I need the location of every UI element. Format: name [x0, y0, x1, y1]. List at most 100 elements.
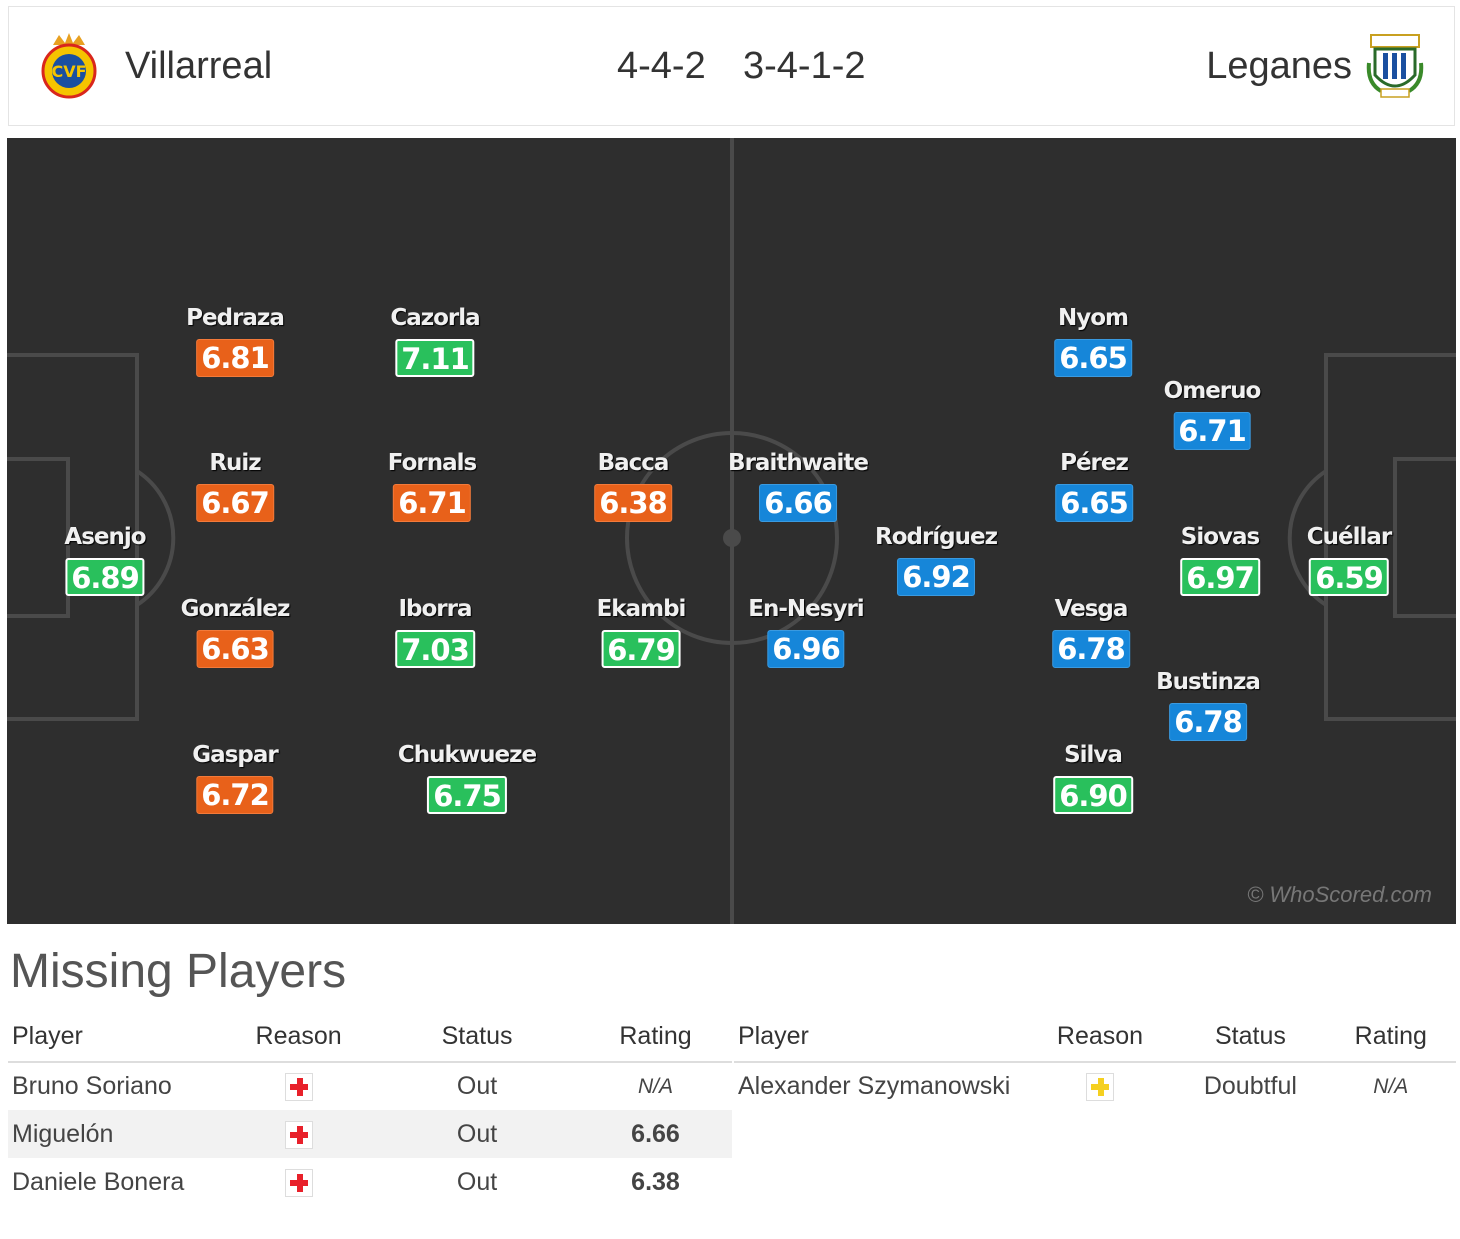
missing-player-name[interactable]: Alexander Szymanowski [738, 1072, 1011, 1100]
player-name: Gaspar [192, 742, 278, 768]
table-row: Miguelón Out 6.66 [8, 1110, 732, 1158]
player-rating: 6.65 [1054, 339, 1132, 377]
missing-players-title: Missing Players [10, 945, 347, 998]
home-team-name[interactable]: Villarreal [125, 45, 273, 87]
col-player[interactable]: Player [8, 1012, 223, 1063]
player-name: Ruiz [209, 450, 261, 476]
player-rating: 6.63 [196, 630, 274, 668]
player-name: Silva [1064, 742, 1123, 768]
player-name: Bacca [597, 450, 670, 476]
player-bustinza[interactable]: Bustinza 6.78 [1156, 669, 1261, 741]
player-rating: 6.92 [897, 558, 975, 596]
player-iborra[interactable]: Iborra 7.03 [395, 596, 475, 668]
player-name: Chukwueze [397, 742, 537, 768]
player-rating: 6.71 [1173, 412, 1251, 450]
player-rating: 6.59 [1309, 558, 1389, 596]
missing-player-name[interactable]: Daniele Bonera [12, 1167, 185, 1196]
player-name: Cuéllar [1306, 524, 1392, 550]
col-rating[interactable]: Rating [1325, 1012, 1456, 1063]
injury-cross-icon[interactable] [284, 1168, 313, 1197]
player-rodriguez[interactable]: Rodríguez 6.92 [874, 524, 998, 596]
villarreal-crest-icon[interactable]: CVF [39, 33, 99, 99]
home-missing-table: Player Reason Status Rating Bruno Sorian… [8, 1012, 732, 1206]
player-chukwueze[interactable]: Chukwueze 6.75 [397, 742, 537, 814]
watermark: © WhoScored.com [1247, 882, 1432, 907]
missing-status: Out [456, 1072, 498, 1100]
player-name: Pedraza [186, 305, 285, 331]
away-team-name[interactable]: Leganes [1206, 45, 1352, 87]
player-silva[interactable]: Silva 6.90 [1053, 742, 1133, 814]
player-name: Siovas [1180, 524, 1260, 550]
player-rating: 6.90 [1053, 776, 1133, 814]
player-rating: 6.79 [601, 630, 681, 668]
player-rating: 6.75 [427, 776, 507, 814]
player-gaspar[interactable]: Gaspar 6.72 [192, 742, 279, 814]
col-reason[interactable]: Reason [1024, 1012, 1176, 1063]
player-pedraza[interactable]: Pedraza 6.81 [186, 305, 285, 377]
player-name: Fornals [387, 450, 477, 476]
player-siovas[interactable]: Siovas 6.97 [1180, 524, 1260, 596]
missing-status: Doubtful [1203, 1072, 1297, 1100]
player-name: Rodríguez [874, 524, 998, 550]
missing-status: Out [375, 1110, 580, 1158]
player-rating: 7.03 [395, 630, 475, 668]
table-row: Alexander Szymanowski Doubtful N/A [734, 1062, 1456, 1110]
col-status[interactable]: Status [375, 1012, 580, 1063]
missing-player-name[interactable]: Bruno Soriano [12, 1072, 172, 1100]
leganes-crest-icon[interactable] [1365, 33, 1425, 99]
player-cuellar[interactable]: Cuéllar 6.59 [1306, 524, 1392, 596]
player-name: Asenjo [64, 524, 146, 550]
player-rating: 6.96 [767, 630, 845, 668]
player-vesga[interactable]: Vesga 6.78 [1052, 596, 1130, 668]
player-name: González [180, 596, 291, 622]
table-row: Bruno Soriano Out N/A [8, 1062, 732, 1110]
player-braithwaite[interactable]: Braithwaite 6.66 [728, 450, 869, 522]
player-nyom[interactable]: Nyom 6.65 [1054, 305, 1132, 377]
player-asenjo[interactable]: Asenjo 6.89 [64, 524, 147, 596]
player-rating: 6.71 [393, 484, 471, 522]
player-en-nesyri[interactable]: En-Nesyri 6.96 [748, 596, 865, 668]
pitch-lineup: Asenjo 6.89 Pedraza 6.81 Ruiz 6.67 Gonzá… [7, 138, 1456, 924]
svg-text:CVF: CVF [51, 62, 86, 81]
missing-rating: 6.66 [579, 1110, 732, 1158]
player-rating: 6.89 [65, 558, 145, 596]
col-status[interactable]: Status [1175, 1012, 1326, 1063]
injury-cross-icon[interactable] [284, 1073, 313, 1102]
player-gonzalez[interactable]: González 6.63 [181, 596, 290, 668]
player-name: Braithwaite [728, 450, 869, 476]
table-header: Player Reason Status Rating [8, 1012, 732, 1063]
player-rating: 6.78 [1169, 703, 1247, 741]
player-ruiz[interactable]: Ruiz 6.67 [196, 450, 274, 522]
missing-rating: 6.38 [631, 1167, 680, 1196]
player-rating: 6.66 [759, 484, 837, 522]
away-missing-table: Player Reason Status Rating Alexander Sz… [734, 1012, 1456, 1110]
player-name: Ekambi [596, 596, 687, 622]
player-fornals[interactable]: Fornals 6.71 [387, 450, 477, 522]
player-name: Cazorla [390, 305, 480, 331]
missing-status: Out [456, 1167, 498, 1196]
player-rating: 6.65 [1055, 484, 1133, 522]
injury-cross-icon[interactable] [284, 1120, 313, 1149]
doubtful-cross-icon[interactable] [1086, 1073, 1114, 1102]
col-rating[interactable]: Rating [579, 1012, 732, 1063]
match-header: CVF Villarreal 4-4-2 3-4-1-2 Leganes [8, 6, 1455, 126]
table-row: Daniele Bonera Out 6.38 [8, 1158, 732, 1206]
col-player[interactable]: Player [734, 1012, 1025, 1063]
player-bacca[interactable]: Bacca 6.38 [594, 450, 672, 522]
missing-rating: N/A [638, 1074, 674, 1098]
player-name: Vesga [1054, 596, 1129, 622]
player-perez[interactable]: Pérez 6.65 [1055, 450, 1133, 522]
player-rating: 6.67 [196, 484, 274, 522]
home-formation: 4-4-2 [617, 45, 706, 87]
player-name: Iborra [398, 596, 472, 622]
player-name: En-Nesyri [748, 596, 864, 622]
missing-rating: N/A [1373, 1074, 1409, 1098]
table-header: Player Reason Status Rating [734, 1012, 1456, 1063]
col-reason[interactable]: Reason [222, 1012, 376, 1063]
player-omeruo[interactable]: Omeruo 6.71 [1164, 378, 1261, 450]
player-ekambi[interactable]: Ekambi 6.79 [597, 596, 686, 668]
missing-player-name[interactable]: Miguelón [8, 1110, 223, 1158]
player-name: Pérez [1060, 450, 1129, 476]
player-cazorla[interactable]: Cazorla 7.11 [390, 305, 481, 377]
player-rating: 6.78 [1052, 630, 1130, 668]
